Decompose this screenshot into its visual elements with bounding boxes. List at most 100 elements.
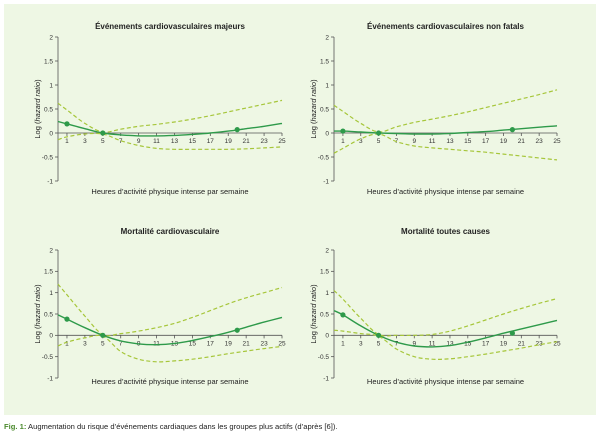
x-tick-label: 3 [359,340,363,347]
x-tick-label: 7 [119,138,123,145]
x-tick-label: 5 [377,138,381,145]
y-tick-label: 0 [325,333,329,340]
x-tick-label: 23 [536,340,544,347]
data-point [376,130,382,136]
x-tick-label: 13 [446,340,454,347]
x-tick-label: 21 [518,340,526,347]
x-tick-label: 25 [553,340,561,347]
x-tick-label: 9 [412,138,416,145]
x-tick-label: 13 [446,138,454,145]
x-axis-label: Heures d’activité physique intense par s… [91,187,248,196]
chart-title: Événements cardiovasculaires non fatals [367,22,525,31]
y-axis-label-prefix: Log ( [33,326,42,344]
y-axis-label-suffix: ) [33,284,42,287]
x-tick-label: 25 [278,138,286,145]
figure-panel [4,4,596,415]
y-axis-label-italic: hazard ratio [309,82,318,122]
ci-lower-line [333,329,558,360]
x-tick-label: 3 [359,138,363,145]
x-tick-label: 25 [553,138,561,145]
x-tick-label: 11 [429,340,436,347]
x-axis-label: Heures d’activité physique intense par s… [91,377,248,386]
y-tick-label: 1 [325,82,329,89]
ci-upper-line [333,290,558,337]
data-point [234,327,240,333]
x-axis-label: Heures d’activité physique intense par s… [367,377,524,386]
estimate-line [333,309,558,348]
chart-title: Événements cardiovasculaires majeurs [95,22,245,31]
x-tick-label: 1 [65,340,69,347]
x-tick-label: 15 [464,340,472,347]
y-axis-label-prefix: Log ( [309,326,318,344]
ci-upper-line [333,89,558,133]
x-tick-label: 21 [243,340,251,347]
x-tick-label: 11 [153,340,160,347]
y-axis-label-italic: hazard ratio [309,287,318,327]
y-tick-label: 0.5 [320,106,329,113]
data-point [509,127,515,133]
y-tick-label: 1.5 [44,269,53,276]
x-tick-label: 15 [189,138,197,145]
y-axis-label-suffix: ) [309,284,318,287]
y-tick-label: -1 [47,178,53,185]
y-axis-label-suffix: ) [33,79,42,82]
y-axis-label-prefix: Log ( [33,121,42,139]
x-tick-label: 15 [464,138,472,145]
y-axis-label-prefix: Log ( [309,121,318,139]
y-tick-label: -1 [323,178,329,185]
x-tick-label: 21 [243,138,251,145]
figure-caption: Fig. 1: Augmentation du risque d’événeme… [4,422,337,431]
data-point [100,130,106,136]
ci-upper-line [57,283,283,337]
y-tick-label: -1 [47,375,53,382]
caption-text: Augmentation du risque d’événements card… [26,422,338,431]
x-tick-label: 19 [225,138,233,145]
x-tick-label: 9 [137,138,141,145]
y-tick-label: 1.5 [320,58,329,65]
chart-1: Événements cardiovasculaires majeurs -1 -0… [33,22,286,196]
y-tick-label: 0 [325,130,329,137]
y-tick-label: 0.5 [320,311,329,318]
data-point [64,121,70,127]
chart-title: Mortalité toutes causes [401,227,490,236]
data-point [234,127,240,133]
y-axis-label-italic: hazard ratio [33,82,42,122]
y-tick-label: 1 [49,82,53,89]
data-point [509,330,515,336]
chart-title: Mortalité cardiovasculaire [121,227,220,236]
x-tick-label: 3 [83,340,87,347]
x-tick-label: 13 [171,138,179,145]
x-tick-label: 11 [153,138,160,145]
x-axis-label: Heures d’activité physique intense par s… [367,187,524,196]
y-axis-label-italic: hazard ratio [33,287,42,327]
y-tick-label: 1.5 [44,58,53,65]
estimate-line [57,314,283,346]
y-axis-label: Log (hazard ratio) [309,79,318,139]
y-tick-label: 0 [49,130,53,137]
x-tick-label: 23 [536,138,544,145]
y-tick-label: -0.5 [42,354,54,361]
y-tick-label: -0.5 [318,354,330,361]
caption-label: Fig. 1: [4,422,27,431]
data-point [340,312,346,318]
y-axis-label: Log (hazard ratio) [33,284,42,344]
x-tick-label: 23 [260,340,268,347]
ci-lower-line [333,133,558,161]
y-tick-label: 0.5 [44,106,53,113]
x-tick-label: 25 [278,340,286,347]
y-axis-label: Log (hazard ratio) [33,79,42,139]
x-tick-label: 19 [225,340,233,347]
x-tick-label: 17 [207,340,215,347]
data-point [64,316,70,322]
y-tick-label: 2 [325,34,329,41]
x-tick-label: 19 [500,340,508,347]
data-point [376,332,382,338]
x-tick-label: 5 [377,340,381,347]
data-point [100,332,106,338]
y-tick-label: 0 [49,333,53,340]
data-point [340,128,346,134]
x-tick-label: 11 [429,138,436,145]
x-tick-label: 7 [395,340,399,347]
x-tick-label: 9 [412,340,416,347]
x-tick-label: 17 [482,340,490,347]
